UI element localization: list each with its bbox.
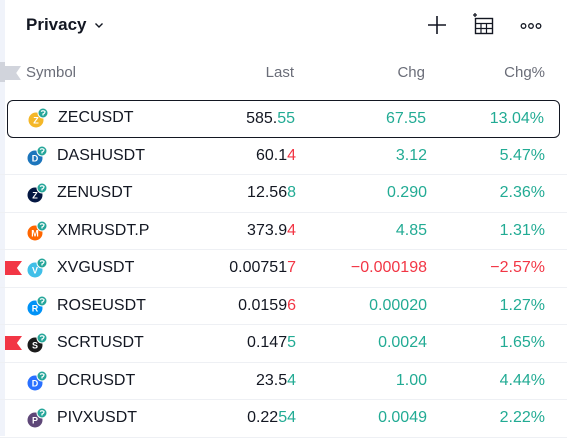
coin-glyph: Z bbox=[33, 116, 39, 126]
chevron-down-icon bbox=[94, 23, 103, 28]
symbol-label: ZECUSDT bbox=[58, 109, 134, 126]
coin-logo-icon: Z bbox=[27, 182, 48, 203]
last-price: 0.007517 bbox=[229, 259, 296, 276]
left-edge-marker bbox=[0, 62, 5, 82]
symbol-label: ZENUSDT bbox=[57, 184, 133, 201]
coin-glyph: S bbox=[32, 341, 38, 351]
symbol-label: DASHUSDT bbox=[57, 146, 146, 164]
table-row-xvgusdt[interactable]: V XVGUSDT 0.007517 −0.000198 −2.57% bbox=[0, 250, 567, 288]
coin-glyph: V bbox=[32, 266, 38, 276]
coin-glyph: D bbox=[32, 153, 39, 163]
price-change: 4.85 bbox=[395, 221, 427, 239]
price-change: 0.290 bbox=[386, 184, 427, 201]
add-column-icon[interactable] bbox=[472, 13, 496, 37]
last-price: 12.568 bbox=[247, 184, 296, 201]
symbol-label: DCRUSDT bbox=[57, 371, 136, 389]
table-row-roseusdt[interactable]: R ROSEUSDT 0.01596 0.00020 1.27% bbox=[0, 288, 567, 325]
last-price: 373.94 bbox=[247, 221, 296, 239]
flag-column-icon[interactable] bbox=[5, 66, 21, 80]
left-edge-bar bbox=[0, 0, 5, 436]
coin-logo-icon: R bbox=[27, 295, 48, 315]
price-change: 3.12 bbox=[395, 146, 427, 164]
coin-logo-icon: V bbox=[27, 257, 48, 278]
price-change-percent: −2.57% bbox=[490, 259, 545, 276]
price-change: −0.000198 bbox=[350, 259, 427, 276]
price-change-percent: 1.31% bbox=[499, 221, 545, 239]
coin-logo-icon: M bbox=[27, 220, 48, 240]
coin-logo-icon: D bbox=[27, 145, 48, 165]
symbol-label: SCRTUSDT bbox=[57, 334, 144, 351]
coin-glyph: D bbox=[32, 378, 39, 388]
column-header-chg[interactable]: Chg bbox=[397, 64, 425, 81]
watchlist-header: Privacy bbox=[0, 0, 567, 52]
price-change-percent: 13.04% bbox=[489, 110, 544, 127]
red-flag-icon[interactable] bbox=[5, 261, 22, 275]
table-row-dashusdt[interactable]: D DASHUSDT 60.14 3.12 5.47% bbox=[0, 138, 567, 175]
red-flag-icon[interactable] bbox=[5, 336, 22, 350]
plus-icon[interactable] bbox=[425, 13, 449, 37]
coin-logo-icon: Z bbox=[28, 107, 49, 128]
last-price: 585.55 bbox=[246, 110, 295, 127]
table-row-pivxusdt[interactable]: P PIVXUSDT 0.2254 0.0049 2.22% bbox=[0, 400, 567, 438]
coin-logo-icon: P bbox=[27, 407, 48, 428]
price-change-percent: 1.65% bbox=[499, 334, 545, 351]
last-price: 0.2254 bbox=[247, 409, 296, 426]
price-change-percent: 2.22% bbox=[499, 409, 545, 426]
watchlist-title: Privacy bbox=[26, 15, 87, 34]
coin-logo-icon: D bbox=[27, 370, 48, 390]
coin-glyph: Z bbox=[32, 191, 38, 201]
price-change: 67.55 bbox=[385, 110, 426, 127]
table-row-dcrusdt[interactable]: D DCRUSDT 23.54 1.00 4.44% bbox=[0, 363, 567, 400]
price-change-percent: 2.36% bbox=[499, 184, 545, 201]
symbol-label: ROSEUSDT bbox=[57, 296, 146, 314]
symbol-label: XMRUSDT.P bbox=[57, 221, 150, 239]
price-change-percent: 1.27% bbox=[499, 296, 545, 314]
more-options-icon[interactable] bbox=[519, 13, 543, 37]
table-row-scrtusdt[interactable]: S SCRTUSDT 0.1475 0.0024 1.65% bbox=[0, 325, 567, 363]
coin-glyph: R bbox=[32, 303, 39, 313]
price-change: 0.0024 bbox=[378, 334, 427, 351]
last-price: 23.54 bbox=[255, 371, 296, 389]
coin-glyph: P bbox=[32, 416, 38, 426]
price-change: 0.00020 bbox=[369, 296, 427, 314]
column-header-symbol[interactable]: Symbol bbox=[26, 64, 77, 81]
column-header-last[interactable]: Last bbox=[265, 64, 294, 81]
last-price: 0.1475 bbox=[247, 334, 296, 351]
table-row-zenusdt[interactable]: Z ZENUSDT 12.568 0.290 2.36% bbox=[0, 175, 567, 213]
watchlist-rows: Z ZECUSDT 585.55 67.55 13.04% D DASHUSDT 60.14 3… bbox=[0, 100, 567, 438]
price-change-percent: 5.47% bbox=[499, 146, 545, 164]
coin-glyph: M bbox=[31, 228, 39, 238]
last-price: 0.01596 bbox=[238, 296, 296, 314]
symbol-label: PIVXUSDT bbox=[57, 409, 138, 426]
price-change: 1.00 bbox=[395, 371, 427, 389]
table-row-xmrusdt-p[interactable]: M XMRUSDT.P 373.94 4.85 1.31% bbox=[0, 213, 567, 250]
watchlist-title-dropdown[interactable]: Privacy bbox=[26, 15, 105, 35]
column-header-chg-pct[interactable]: Chg% bbox=[504, 64, 545, 81]
table-row-zecusdt[interactable]: Z ZECUSDT 585.55 67.55 13.04% bbox=[7, 100, 560, 138]
symbol-label: XVGUSDT bbox=[57, 259, 135, 276]
price-change-percent: 4.44% bbox=[499, 371, 545, 389]
last-price: 60.14 bbox=[255, 146, 296, 164]
coin-logo-icon: S bbox=[27, 332, 48, 353]
price-change: 0.0049 bbox=[378, 409, 427, 426]
